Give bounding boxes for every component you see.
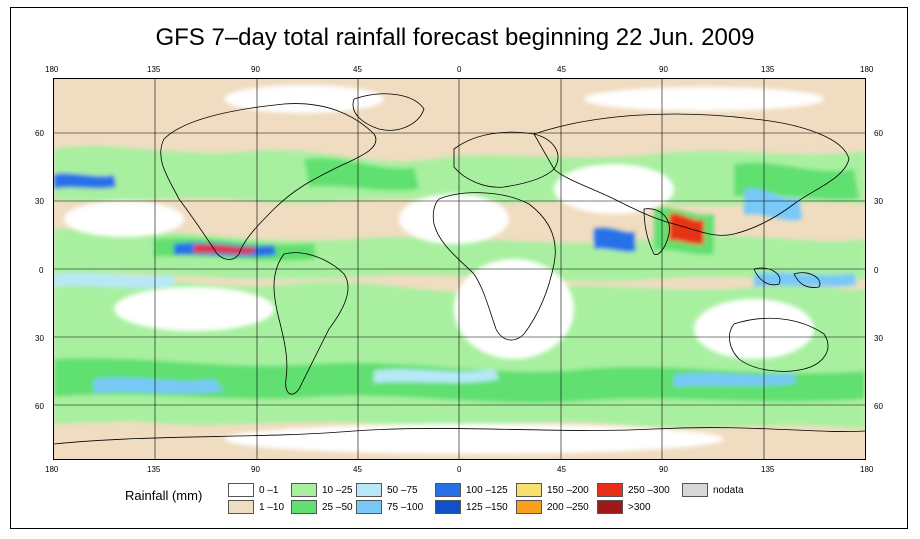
top-lon-label: 135 [761,65,775,74]
legend-label: nodata [713,485,744,496]
legend-label: 125 –150 [466,502,508,513]
dry-areas [64,85,824,454]
legend-swatch-3 [291,500,317,514]
legend-label: 100 –125 [466,485,508,496]
bottom-lon-label: 135 [761,465,775,474]
right-lat-label: 60 [874,402,883,411]
legend-title: Rainfall (mm) [125,488,203,503]
legend-label: 75 –100 [387,502,424,513]
legend-swatch-7 [435,500,461,514]
legend-swatch-0 [228,483,254,497]
right-lat-label: 30 [874,197,883,206]
top-lon-label: 45 [557,65,566,74]
bottom-lon-label: 45 [557,465,566,474]
legend-swatch-10 [597,483,623,497]
right-lat-label: 30 [874,334,883,343]
top-lon-label: 180 [45,65,59,74]
top-lon-label: 180 [860,65,874,74]
legend-label: 1 –10 [259,502,285,513]
figure-frame [10,7,908,529]
legend-label: 250 –300 [628,485,670,496]
legend-label: 10 –25 [322,485,353,496]
right-lat-label: 0 [874,266,879,275]
rainfall-map [53,78,866,460]
legend-label: >300 [628,502,651,513]
continent-outlines [54,93,865,445]
map-title: GFS 7–day total rainfall forecast beginn… [155,24,755,51]
legend-swatch-9 [516,500,542,514]
left-lat-label: 0 [39,266,44,275]
bottom-lon-label: 45 [353,465,362,474]
top-lon-label: 90 [659,65,668,74]
legend-swatch-6 [435,483,461,497]
top-lon-label: 45 [353,65,362,74]
legend-swatch-12 [682,483,708,497]
legend-swatch-11 [597,500,623,514]
top-lon-label: 90 [251,65,260,74]
legend-label: 150 –200 [547,485,589,496]
legend-label: 25 –50 [322,502,353,513]
bottom-lon-label: 90 [659,465,668,474]
legend-swatch-4 [356,483,382,497]
lat-lon-grid [54,79,865,459]
left-lat-label: 30 [35,334,44,343]
bottom-lon-label: 180 [860,465,874,474]
bottom-lon-label: 90 [251,465,260,474]
left-lat-label: 30 [35,197,44,206]
legend-swatch-5 [356,500,382,514]
legend-label: 0 –1 [259,485,279,496]
bottom-lon-label: 135 [147,465,161,474]
legend-swatch-2 [291,483,317,497]
legend-swatch-8 [516,483,542,497]
left-lat-label: 60 [35,402,44,411]
legend-swatch-1 [228,500,254,514]
top-lon-label: 135 [147,65,161,74]
legend-label: 200 –250 [547,502,589,513]
left-lat-label: 60 [35,129,44,138]
bottom-lon-label: 0 [457,465,462,474]
map-svg [54,79,865,459]
bottom-lon-label: 180 [45,465,59,474]
legend-label: 50 –75 [387,485,418,496]
top-lon-label: 0 [457,65,462,74]
right-lat-label: 60 [874,129,883,138]
